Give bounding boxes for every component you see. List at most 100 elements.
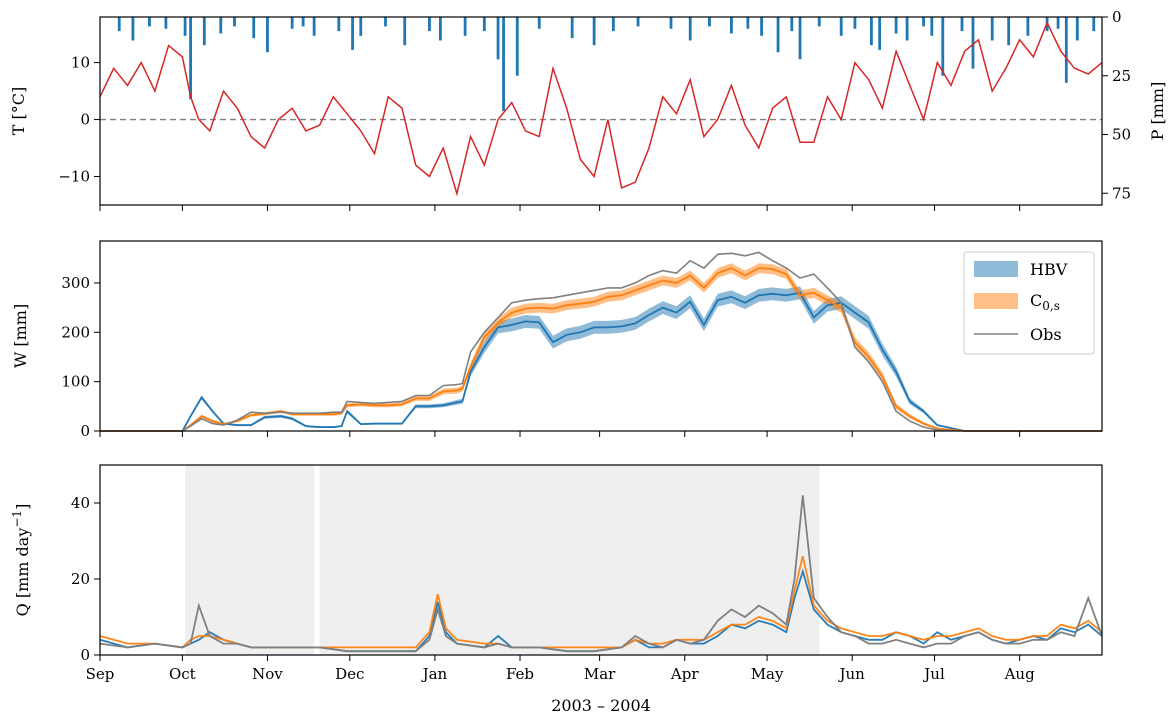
precip-bar [312, 17, 316, 36]
swe-axes-frame [99, 240, 1103, 432]
y-tick-label: 40 [71, 494, 90, 512]
legend-c0s-subscript: 0,s [1042, 299, 1060, 313]
y-tick-label: 300 [61, 274, 90, 292]
precip-bar [202, 17, 206, 46]
temperature-line [99, 20, 1103, 197]
precip-bar [502, 17, 505, 111]
precipitation-bars [117, 17, 1096, 111]
precip-bar [592, 17, 596, 46]
legend-hbv-swatch [974, 261, 1018, 277]
precip-bar [1064, 17, 1068, 83]
precip-bar [301, 17, 305, 27]
legend-obs-label: Obs [1030, 325, 1062, 344]
swe-x-ticks [99, 431, 1021, 437]
x-tick-label: Jul [922, 665, 945, 683]
precip-bar [351, 17, 354, 50]
precip-bar [922, 17, 925, 27]
precip-bar [131, 17, 135, 41]
precip-bar [870, 17, 873, 46]
temperature-x-ticks [99, 205, 1021, 211]
legend-c0s-label: C0,s [1030, 291, 1060, 313]
precip-bar [117, 17, 121, 32]
temperature-panel: −10 0 10 0 25 50 75 T [°C] P [mm] [9, 8, 1167, 211]
x-tick-label: Mar [584, 665, 616, 683]
precip-bar [611, 17, 615, 32]
y-tick-label: 0 [1112, 8, 1122, 26]
precip-bar [688, 17, 692, 41]
precip-bar [1007, 17, 1011, 46]
precip-bar [941, 17, 945, 76]
precip-bar [798, 17, 802, 60]
precip-bar [1075, 17, 1079, 41]
discharge-ylabel-sup: −1 [10, 510, 24, 528]
y-tick-label: 75 [1112, 184, 1131, 202]
y-tick-label: 10 [71, 54, 90, 72]
precip-bar [463, 17, 467, 36]
precip-bar [1026, 17, 1030, 36]
y-tick-label: 200 [61, 323, 90, 341]
swe-series [100, 251, 1102, 432]
precip-bar [1056, 17, 1060, 29]
x-tick-label: Nov [252, 665, 283, 683]
discharge-axes-frame [99, 464, 1103, 656]
precip-bar [515, 17, 519, 76]
shaded-periods [185, 465, 820, 655]
precip-bar [482, 17, 486, 32]
precip-bar [790, 17, 794, 32]
obs-swe-line [100, 251, 1102, 432]
precip-bar [930, 17, 934, 36]
precip-bar [894, 17, 898, 34]
precip-bar [570, 17, 574, 39]
precip-bar [729, 17, 733, 34]
precip-bar [183, 17, 187, 36]
precip-bar [760, 17, 763, 36]
y-tick-label: 100 [61, 373, 90, 391]
precip-bar [290, 17, 294, 29]
precip-bar [496, 17, 500, 60]
precip-bar [189, 17, 192, 100]
precip-bar [164, 17, 168, 29]
precip-bar [708, 17, 711, 27]
precip-bar [148, 17, 151, 27]
y-tick-label: 20 [71, 570, 90, 588]
y-tick-label: −10 [58, 168, 90, 186]
precip-bar [359, 17, 363, 36]
legend: HBV C0,s Obs [963, 251, 1095, 355]
hbv-swe-line [100, 291, 1102, 432]
x-axis-label: 2003 – 2004 [551, 696, 651, 715]
x-tick-label: Oct [169, 665, 196, 683]
x-tick-label: Dec [335, 665, 364, 683]
precip-bar [878, 17, 882, 50]
precip-bar [428, 17, 431, 32]
temperature-y-ticks: −10 0 10 [58, 54, 100, 186]
obs-discharge-line [99, 495, 1103, 653]
x-tick-label: Jun [838, 665, 866, 683]
precip-bar [439, 17, 442, 41]
y-tick-label: 50 [1112, 126, 1131, 144]
x-tick-label: Feb [506, 665, 534, 683]
precip-bar [817, 17, 821, 27]
temperature-axes-frame [99, 16, 1103, 206]
precip-bar [403, 17, 407, 46]
precipitation-ylabel: P [mm] [1148, 82, 1167, 141]
x-tick-label: May [751, 665, 784, 683]
discharge-panel: 0 20 40 Sep Oct Nov Dec Jan Feb Mar Apr May Jun Jul A… [10, 464, 1103, 683]
precip-bar [746, 17, 750, 29]
legend-c0s-main: C [1030, 291, 1042, 310]
legend-box [963, 251, 1095, 355]
precip-bar [636, 17, 640, 27]
discharge-ylabel: Q [mm day−1] [10, 504, 32, 617]
precip-bar [219, 17, 223, 34]
c0s-swe-line [100, 267, 1102, 432]
y-tick-label: 0 [80, 422, 90, 440]
y-tick-label: 0 [80, 111, 90, 129]
shaded-period [319, 465, 820, 655]
discharge-ylabel-main: Q [mm day [13, 528, 32, 617]
precip-bar [669, 17, 673, 29]
precip-bar [776, 17, 780, 53]
discharge-series [99, 495, 1103, 653]
discharge-ylabel-close: ] [13, 504, 32, 510]
precip-bar [1092, 17, 1096, 32]
swe-y-ticks: 0 100 200 300 [61, 274, 100, 440]
